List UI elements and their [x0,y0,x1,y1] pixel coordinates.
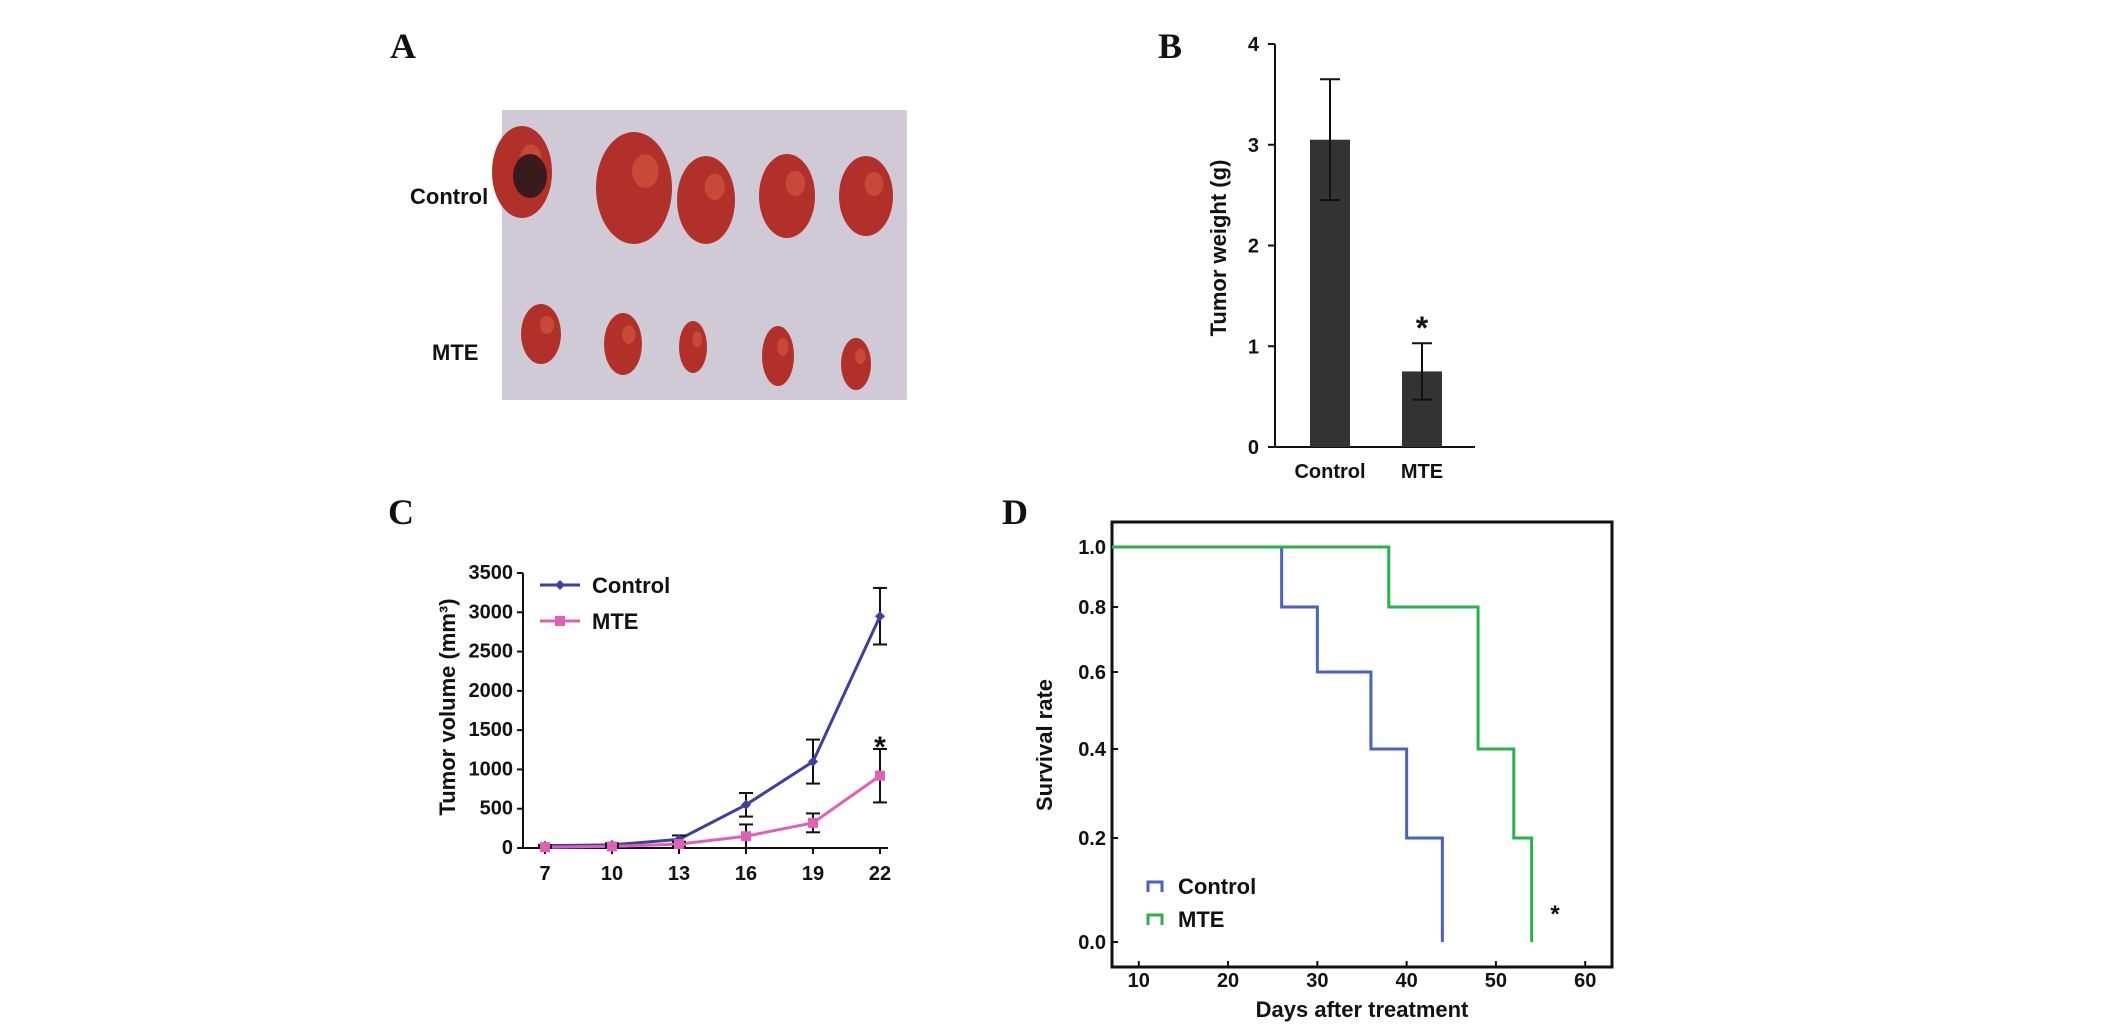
tumor-dark-spot [513,154,547,198]
x-tick-label: 50 [1485,970,1507,992]
photo-row-label-control: Control [410,184,488,209]
panel-c: C 0 500 1000 1500 2000 2500 3000 3500 7 10 13 16 19 2… [388,492,891,885]
survival-curve-control [1112,545,1444,942]
legend-marker [555,616,565,626]
y-tick-label: 4 [1248,34,1260,56]
panel-a-label: A [390,26,416,66]
y-tick-label: 0.0 [1078,932,1106,954]
data-point-control [741,799,751,810]
data-point-mte [540,842,550,853]
tumor-photo [492,110,907,400]
y-tick-label: 0.4 [1078,739,1107,761]
legend-label-control: Control [1178,874,1256,899]
mte-tumor [841,338,871,390]
data-point-mte [808,817,818,828]
y-tick-label: 0 [1248,437,1259,459]
tumor-highlight [785,170,806,196]
y-tick-label: 3 [1248,135,1259,157]
tumor-volume-line-chart: 0 500 1000 1500 2000 2500 3000 3500 7 10 13 16 19 22 C… [435,562,891,885]
y-tick-label: 0.2 [1078,828,1106,850]
tumor-weight-bar-chart: 0 1 2 3 4 Control MTE * Tumor weight (g) [1206,34,1475,483]
legend-swatch [1146,880,1164,892]
y-tick-label: 0.6 [1078,662,1106,684]
series-line-control [544,615,882,848]
legend-label-control: Control [592,573,670,598]
survival-curve-mte [1112,545,1534,942]
tumor-highlight [540,316,554,334]
photo-row-label-mte: MTE [432,340,478,365]
data-point-mte [741,831,751,842]
panel-d-label: D [1002,492,1028,532]
y-axis-label: Tumor weight (g) [1206,160,1231,337]
x-tick-label: MTE [1401,461,1443,483]
data-point-control [808,756,818,767]
x-axis-label: Days after treatment [1256,997,1469,1022]
x-tick-label: 22 [869,863,891,885]
mte-tumor [521,304,561,364]
legend-marker [555,580,565,590]
legend-label-mte: MTE [1178,907,1224,932]
x-tick-label: 30 [1306,970,1328,992]
panel-c-label: C [388,492,414,532]
x-tick-label: 7 [539,863,550,885]
tumor-highlight [864,172,884,196]
data-point-control [875,611,885,622]
y-tick-label: 1.0 [1078,537,1106,559]
x-tick-label: 10 [601,863,623,885]
y-tick-label: 1500 [469,719,514,741]
x-tick-label: 40 [1396,970,1418,992]
tumor-highlight [622,325,636,345]
data-point-mte [875,770,885,781]
panel-a: A Control MTE [390,26,907,400]
y-tick-label: 2500 [469,641,514,663]
y-axis-label: Tumor volume (mm³) [435,598,460,815]
plot-frame [1110,520,1614,969]
data-point-mte [607,841,617,852]
tumor-highlight [692,331,703,348]
control-tumor [596,132,672,244]
x-tick-label: 60 [1574,970,1596,992]
y-tick-label: 2 [1248,236,1259,258]
x-tick-label: Control [1294,461,1365,483]
y-tick-label: 500 [480,798,513,820]
significance-star: * [874,731,886,764]
tumor-highlight [632,154,659,188]
y-tick-label: 1000 [469,758,514,780]
legend-label-mte: MTE [592,609,638,634]
tumor-highlight [777,338,789,356]
mte-tumor [679,321,707,373]
control-tumor [677,156,735,244]
x-tick-label: 16 [735,863,757,885]
tumor-highlight [855,348,866,365]
y-tick-label: 3000 [469,601,514,623]
panel-d: D 0.0 0.2 0.4 0.6 0.8 1.0 10 20 30 40 50 60 Control M… [1002,492,1614,1022]
panel-b-label: B [1158,26,1182,66]
survival-step-chart: 0.0 0.2 0.4 0.6 0.8 1.0 10 20 30 40 50 60 Control MTE… [1032,520,1614,1022]
control-tumor [839,156,893,236]
y-tick-label: 1 [1248,336,1259,358]
series-line-mte [544,774,881,849]
y-tick-label: 2000 [469,680,514,702]
control-tumor [759,154,815,238]
x-tick-label: 20 [1217,970,1239,992]
y-tick-label: 3500 [469,562,514,584]
tumor-highlight [704,173,725,200]
x-tick-label: 13 [668,863,690,885]
significance-star: * [1416,310,1429,346]
x-tick-label: 10 [1128,970,1150,992]
significance-star: * [1550,901,1560,928]
data-point-mte [674,839,684,850]
legend-swatch [1146,913,1164,925]
y-tick-label: 0 [502,837,513,859]
y-tick-label: 0.8 [1078,597,1106,619]
panel-b: B 0 1 2 3 4 Control MTE * Tumor weight (g) [1158,26,1475,483]
mte-tumor [604,313,642,375]
y-axis-label: Survival rate [1032,679,1057,811]
x-tick-label: 19 [802,863,824,885]
mte-tumor [762,326,794,386]
